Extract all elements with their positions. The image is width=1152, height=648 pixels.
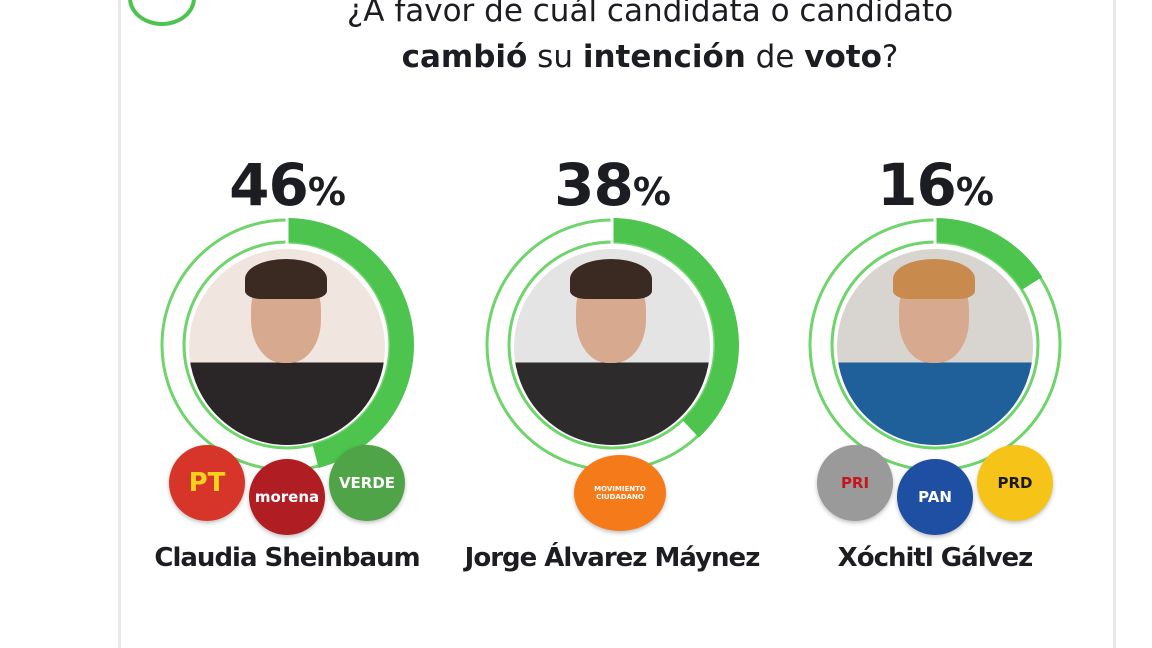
photo-hair — [893, 259, 975, 299]
party-logo-pan: PAN — [897, 459, 973, 535]
title-line-1: ¿A favor de cuál candidata o candidato — [346, 0, 954, 29]
percentage-label: 16% — [877, 151, 994, 219]
party-logo-pri: PRI — [817, 445, 893, 521]
party-logos: PT morena VERDE — [127, 445, 447, 535]
candidate-photo — [189, 249, 385, 445]
photo-hair — [245, 259, 327, 299]
party-logo-morena: morena — [249, 459, 325, 535]
ring-value-arc — [286, 218, 414, 469]
donut-ring — [808, 218, 1062, 472]
candidate-name: Xóchitl Gálvez — [837, 543, 1034, 573]
party-logo-verde: VERDE — [329, 445, 405, 521]
candidate-photo — [514, 249, 710, 445]
donut-ring — [160, 218, 414, 472]
candidate-name: Jorge Álvarez Máynez — [464, 543, 761, 573]
candidate-2: 38% MOVIMIENTO CIUDADANO Jorge Álvarez M… — [452, 145, 772, 573]
party-logo-movimiento-ciudadano: MOVIMIENTO CIUDADANO — [574, 455, 666, 531]
candidate-1: 46% PT morena VERDE Claudia Sheinbaum — [127, 145, 447, 573]
ring-value-arc — [611, 218, 739, 438]
party-logo-pt: PT — [169, 445, 245, 521]
title-line-2: cambió su intención de voto? — [401, 39, 899, 75]
ring-value-arc — [934, 218, 1043, 291]
photo-hair — [570, 259, 652, 299]
party-logos: MOVIMIENTO CIUDADANO — [452, 445, 772, 535]
question-badge-icon — [128, 0, 196, 26]
party-logos: PRI PAN PRD — [775, 445, 1095, 535]
card-border-left — [118, 0, 121, 648]
percentage-label: 46% — [229, 151, 346, 219]
party-logo-prd: PRD — [977, 445, 1053, 521]
candidate-3: 16% PRI PAN PRD Xóchitl Gálvez — [775, 145, 1095, 573]
percentage-label: 38% — [554, 151, 671, 219]
card-border-right — [1113, 0, 1116, 648]
chart-title: ¿A favor de cuál candidata o candidato c… — [200, 0, 1100, 80]
candidate-name: Claudia Sheinbaum — [154, 543, 420, 573]
donut-ring — [485, 218, 739, 472]
candidate-photo — [837, 249, 1033, 445]
